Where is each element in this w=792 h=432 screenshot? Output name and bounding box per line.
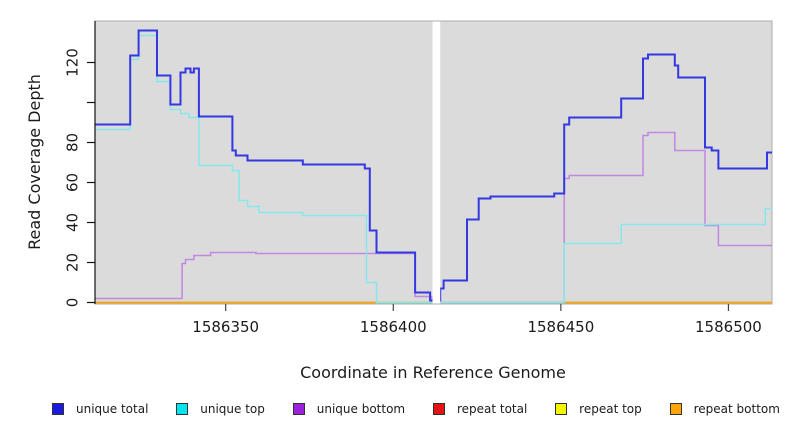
legend-label: unique total	[76, 402, 149, 416]
plot-svg: 0 20 40 60 80 120 1586350 1586400 1586450 1586500…	[25, 20, 773, 382]
legend-item-unique-bottom: unique bottom	[292, 402, 406, 416]
legend-swatch-unique-bottom	[292, 403, 305, 415]
legend-item-repeat-total: repeat total	[432, 402, 528, 416]
x-tick-label: 1586500	[695, 318, 762, 336]
y-tick-label: 40	[63, 213, 81, 232]
y-tick-label: 60	[63, 173, 81, 192]
legend-swatch-repeat-top	[555, 403, 568, 415]
legend-item-repeat-bottom: repeat bottom	[669, 402, 780, 416]
x-tick-label: 1586350	[192, 318, 259, 336]
x-tick-label: 1586400	[360, 318, 427, 336]
y-axis-title: Read Coverage Depth	[25, 74, 44, 250]
legend-swatch-repeat-total	[432, 403, 445, 415]
gap-band-layer	[432, 21, 441, 304]
x-axis-title: Coordinate in Reference Genome	[300, 363, 566, 382]
legend-label: repeat total	[456, 402, 528, 416]
legend-item-unique-top: unique top	[176, 402, 265, 416]
legend-label: unique bottom	[316, 402, 406, 416]
legend-item-repeat-top: repeat top	[555, 402, 642, 416]
legend: unique total unique top unique bottom repea…	[0, 396, 792, 422]
y-tick-label: 20	[63, 253, 81, 272]
legend-label: repeat bottom	[693, 402, 780, 416]
series-layer	[95, 29, 772, 304]
series-line-unique-total	[95, 29, 772, 302]
y-tick-label: 0	[63, 298, 81, 308]
legend-swatch-unique-total	[52, 403, 64, 415]
y-tick-label: 80	[63, 133, 81, 152]
axes-layer: 0 20 40 60 80 120 1586350 1586400 1586450 1586500	[63, 21, 762, 336]
legend-swatch-unique-top	[176, 403, 189, 415]
legend-label: repeat top	[579, 402, 642, 416]
x-tick-label: 1586450	[527, 318, 594, 336]
legend-swatch-repeat-bottom	[669, 403, 682, 415]
no-data-band	[432, 21, 441, 304]
legend-item-unique-total: unique total	[52, 402, 148, 416]
legend-label: unique top	[200, 402, 265, 416]
y-tick-label: 120	[63, 48, 81, 77]
